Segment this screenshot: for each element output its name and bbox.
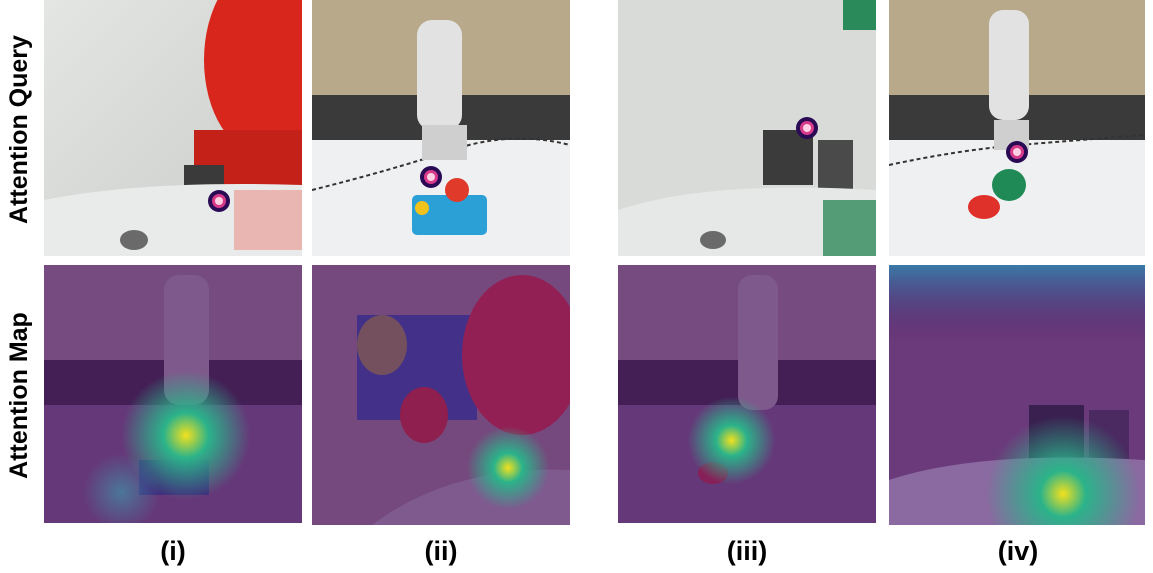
map-panel-i <box>44 265 302 523</box>
map-panel-iii <box>618 265 876 523</box>
query-panel-ii <box>312 0 570 256</box>
map-panel-ii <box>312 265 570 525</box>
map-panel-iv <box>889 265 1145 525</box>
query-panel-iii <box>618 0 876 256</box>
column-label-iv: (iv) <box>997 536 1039 566</box>
query-marker-ii-icon <box>420 166 442 188</box>
column-label-ii: (ii) <box>424 536 458 566</box>
query-panel-iv <box>889 0 1145 256</box>
row-label-attention-query: Attention Query <box>0 0 38 258</box>
row-label-attention-map: Attention Map <box>0 264 38 526</box>
query-marker-i-icon <box>208 190 230 212</box>
column-label-iii: (iii) <box>726 536 768 566</box>
query-marker-iii-icon <box>796 117 818 139</box>
column-label-i: (i) <box>160 536 186 566</box>
row-label-attention-query-text: Attention Query <box>4 34 33 224</box>
row-label-attention-map-text: Attention Map <box>4 311 33 479</box>
query-marker-iv-icon <box>1006 141 1028 163</box>
query-panel-i <box>44 0 302 256</box>
